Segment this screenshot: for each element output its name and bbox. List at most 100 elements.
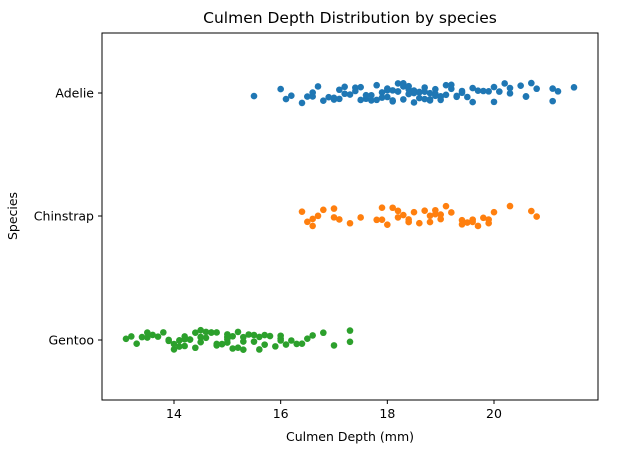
data-point-chinstrap bbox=[448, 209, 455, 216]
data-point-gentoo bbox=[250, 331, 258, 339]
data-point-gentoo bbox=[256, 346, 263, 353]
data-point-adelie bbox=[378, 94, 386, 101]
data-point-chinstrap bbox=[384, 221, 391, 228]
data-point-adelie bbox=[442, 91, 450, 99]
y-axis: Adelie Chinstrap Gentoo bbox=[34, 86, 102, 348]
data-point-adelie bbox=[400, 96, 407, 103]
data-point-adelie bbox=[426, 96, 434, 103]
series-gentoo bbox=[122, 326, 354, 353]
data-point-chinstrap bbox=[357, 214, 364, 221]
data-point-gentoo bbox=[309, 332, 316, 339]
data-point-adelie bbox=[432, 92, 439, 100]
data-point-chinstrap bbox=[426, 218, 434, 226]
data-point-adelie bbox=[410, 99, 418, 106]
data-point-gentoo bbox=[176, 337, 183, 344]
data-point-gentoo bbox=[165, 336, 172, 344]
data-point-chinstrap bbox=[442, 202, 450, 210]
data-point-gentoo bbox=[320, 329, 327, 337]
data-point-adelie bbox=[298, 99, 306, 107]
data-point-adelie bbox=[368, 91, 375, 99]
series-adelie bbox=[250, 79, 578, 107]
data-point-chinstrap bbox=[378, 216, 386, 224]
points-layer bbox=[122, 79, 578, 353]
data-point-adelie bbox=[464, 93, 471, 101]
data-point-chinstrap bbox=[330, 214, 338, 221]
chart-title: Culmen Depth Distribution by species bbox=[203, 9, 497, 27]
data-point-gentoo bbox=[277, 335, 284, 342]
data-point-adelie bbox=[426, 89, 434, 97]
data-point-adelie bbox=[549, 97, 556, 105]
y-axis-label: Species bbox=[5, 192, 20, 240]
data-point-gentoo bbox=[272, 343, 279, 350]
data-point-adelie bbox=[554, 88, 562, 95]
data-point-adelie bbox=[368, 97, 375, 104]
data-point-gentoo bbox=[186, 336, 194, 343]
data-point-adelie bbox=[453, 92, 460, 100]
data-point-chinstrap bbox=[330, 205, 338, 212]
data-point-gentoo bbox=[133, 340, 140, 348]
y-tick-label-adelie: Adelie bbox=[55, 86, 94, 101]
data-point-gentoo bbox=[304, 335, 311, 342]
data-point-adelie bbox=[490, 98, 498, 106]
data-point-adelie bbox=[394, 88, 402, 95]
data-point-adelie bbox=[389, 97, 396, 104]
data-point-gentoo bbox=[192, 344, 199, 352]
data-point-chinstrap bbox=[432, 206, 439, 214]
data-point-adelie bbox=[378, 89, 386, 96]
data-point-gentoo bbox=[346, 327, 354, 334]
data-point-chinstrap bbox=[533, 213, 540, 220]
data-point-adelie bbox=[405, 90, 412, 98]
data-point-gentoo bbox=[266, 332, 274, 340]
data-point-gentoo bbox=[202, 328, 210, 336]
data-point-chinstrap bbox=[378, 204, 386, 212]
data-point-chinstrap bbox=[400, 211, 407, 219]
data-point-chinstrap bbox=[416, 219, 423, 227]
data-point-adelie bbox=[448, 85, 455, 93]
data-point-adelie bbox=[352, 87, 359, 95]
data-point-adelie bbox=[405, 86, 412, 93]
x-axis-label: Culmen Depth (mm) bbox=[286, 429, 414, 444]
data-point-adelie bbox=[528, 79, 535, 87]
data-point-adelie bbox=[282, 95, 290, 103]
data-point-adelie bbox=[480, 87, 487, 95]
data-point-adelie bbox=[458, 89, 466, 97]
data-point-adelie bbox=[421, 95, 428, 103]
data-point-adelie bbox=[432, 85, 439, 93]
data-point-adelie bbox=[410, 89, 418, 97]
data-point-chinstrap bbox=[506, 202, 514, 210]
data-point-adelie bbox=[469, 98, 476, 106]
data-point-adelie bbox=[517, 82, 524, 89]
data-point-adelie bbox=[469, 84, 476, 92]
x-tick-label: 20 bbox=[486, 406, 502, 421]
data-point-gentoo bbox=[218, 340, 226, 348]
data-point-gentoo bbox=[250, 338, 258, 345]
data-point-adelie bbox=[474, 87, 482, 94]
data-point-chinstrap bbox=[346, 219, 354, 227]
data-point-adelie bbox=[400, 79, 407, 87]
data-point-chinstrap bbox=[458, 221, 466, 228]
data-point-adelie bbox=[570, 84, 578, 91]
data-point-gentoo bbox=[213, 340, 220, 348]
data-point-chinstrap bbox=[309, 222, 316, 230]
data-point-adelie bbox=[533, 85, 540, 93]
data-point-gentoo bbox=[346, 338, 354, 346]
data-point-chinstrap bbox=[336, 216, 343, 223]
data-point-chinstrap bbox=[373, 216, 380, 224]
data-point-adelie bbox=[320, 97, 327, 104]
data-point-chinstrap bbox=[304, 218, 311, 226]
data-point-gentoo bbox=[197, 338, 204, 346]
data-point-adelie bbox=[341, 90, 348, 98]
data-point-adelie bbox=[314, 83, 322, 90]
data-point-gentoo bbox=[224, 339, 231, 346]
data-point-gentoo bbox=[240, 338, 247, 345]
data-point-adelie bbox=[373, 96, 380, 104]
series-chinstrap bbox=[298, 202, 540, 230]
data-point-chinstrap bbox=[426, 212, 434, 220]
data-point-chinstrap bbox=[320, 206, 327, 214]
data-point-adelie bbox=[304, 93, 311, 100]
data-point-adelie bbox=[373, 81, 380, 89]
data-point-gentoo bbox=[208, 329, 215, 336]
data-point-gentoo bbox=[144, 334, 151, 341]
data-point-adelie bbox=[549, 85, 556, 92]
